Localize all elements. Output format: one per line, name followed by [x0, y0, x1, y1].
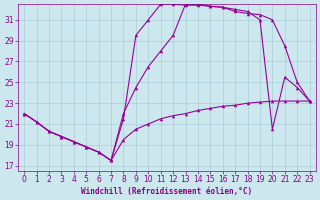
- X-axis label: Windchill (Refroidissement éolien,°C): Windchill (Refroidissement éolien,°C): [81, 187, 252, 196]
